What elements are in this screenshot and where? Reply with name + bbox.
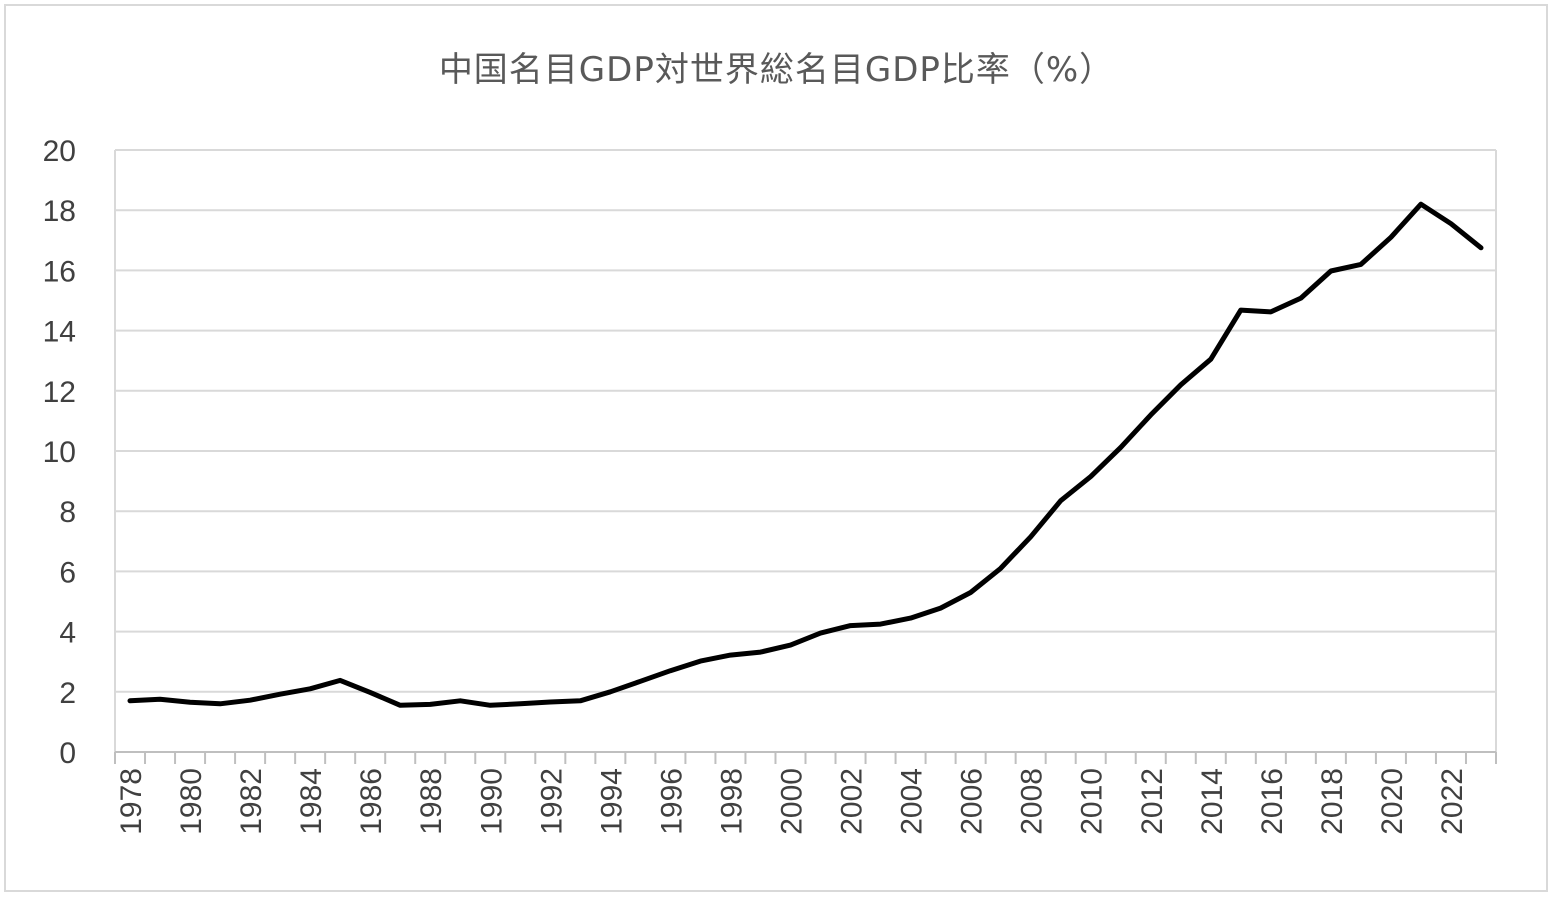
x-tick-label: 1988 bbox=[415, 768, 448, 835]
y-tick-label: 2 bbox=[59, 677, 76, 710]
chart-frame bbox=[4, 4, 1548, 892]
x-tick-label: 1984 bbox=[295, 768, 328, 835]
x-tick-label: 2014 bbox=[1196, 768, 1229, 835]
x-tick-label: 2006 bbox=[956, 768, 989, 835]
y-tick-label: 14 bbox=[43, 316, 76, 349]
x-tick-label: 2010 bbox=[1076, 768, 1109, 835]
x-tick-label: 1980 bbox=[175, 768, 208, 835]
x-tick-label: 2002 bbox=[836, 768, 869, 835]
series-line bbox=[127, 201, 1484, 708]
series-layer bbox=[127, 201, 1484, 708]
y-tick-label: 16 bbox=[43, 255, 76, 288]
x-tick-label: 2008 bbox=[1016, 768, 1049, 835]
x-tick-label: 1986 bbox=[355, 768, 388, 835]
x-tick-label: 1994 bbox=[595, 768, 628, 835]
y-tick-label: 18 bbox=[43, 195, 76, 228]
x-tick-label: 1982 bbox=[235, 768, 268, 835]
grid-layer bbox=[114, 149, 1497, 752]
x-tick-label: 2012 bbox=[1136, 768, 1169, 835]
x-tick-label: 2016 bbox=[1256, 768, 1289, 835]
x-tick-labels: 1978 1980 1982 1984 1986 1988 1990 1992 1994 1996… bbox=[115, 768, 1469, 835]
y-tick-label: 20 bbox=[43, 135, 76, 168]
x-tick-label: 2000 bbox=[775, 768, 808, 835]
y-tick-labels: 0 2 4 6 8 10 12 14 16 18 20 bbox=[43, 135, 76, 770]
x-tick-label: 1998 bbox=[715, 768, 748, 835]
x-tick-label: 2020 bbox=[1376, 768, 1409, 835]
y-tick-label: 8 bbox=[59, 496, 76, 529]
y-tick-label: 4 bbox=[59, 617, 76, 650]
y-tick-label: 12 bbox=[43, 376, 76, 409]
x-tick-label: 2004 bbox=[896, 768, 929, 835]
x-tick-label: 1978 bbox=[115, 768, 148, 835]
x-tick-label: 1990 bbox=[475, 768, 508, 835]
x-tick-label: 1992 bbox=[535, 768, 568, 835]
x-tick-label: 1996 bbox=[655, 768, 688, 835]
axis-layer bbox=[114, 751, 1497, 764]
chart-title: 中国名目GDP対世界総名目GDP比率（%） bbox=[438, 50, 1115, 90]
y-tick-label: 6 bbox=[59, 556, 76, 589]
x-tick-label: 2018 bbox=[1316, 768, 1349, 835]
x-tick-label: 2022 bbox=[1436, 768, 1469, 835]
y-tick-label: 0 bbox=[59, 737, 76, 770]
y-tick-label: 10 bbox=[43, 436, 76, 469]
